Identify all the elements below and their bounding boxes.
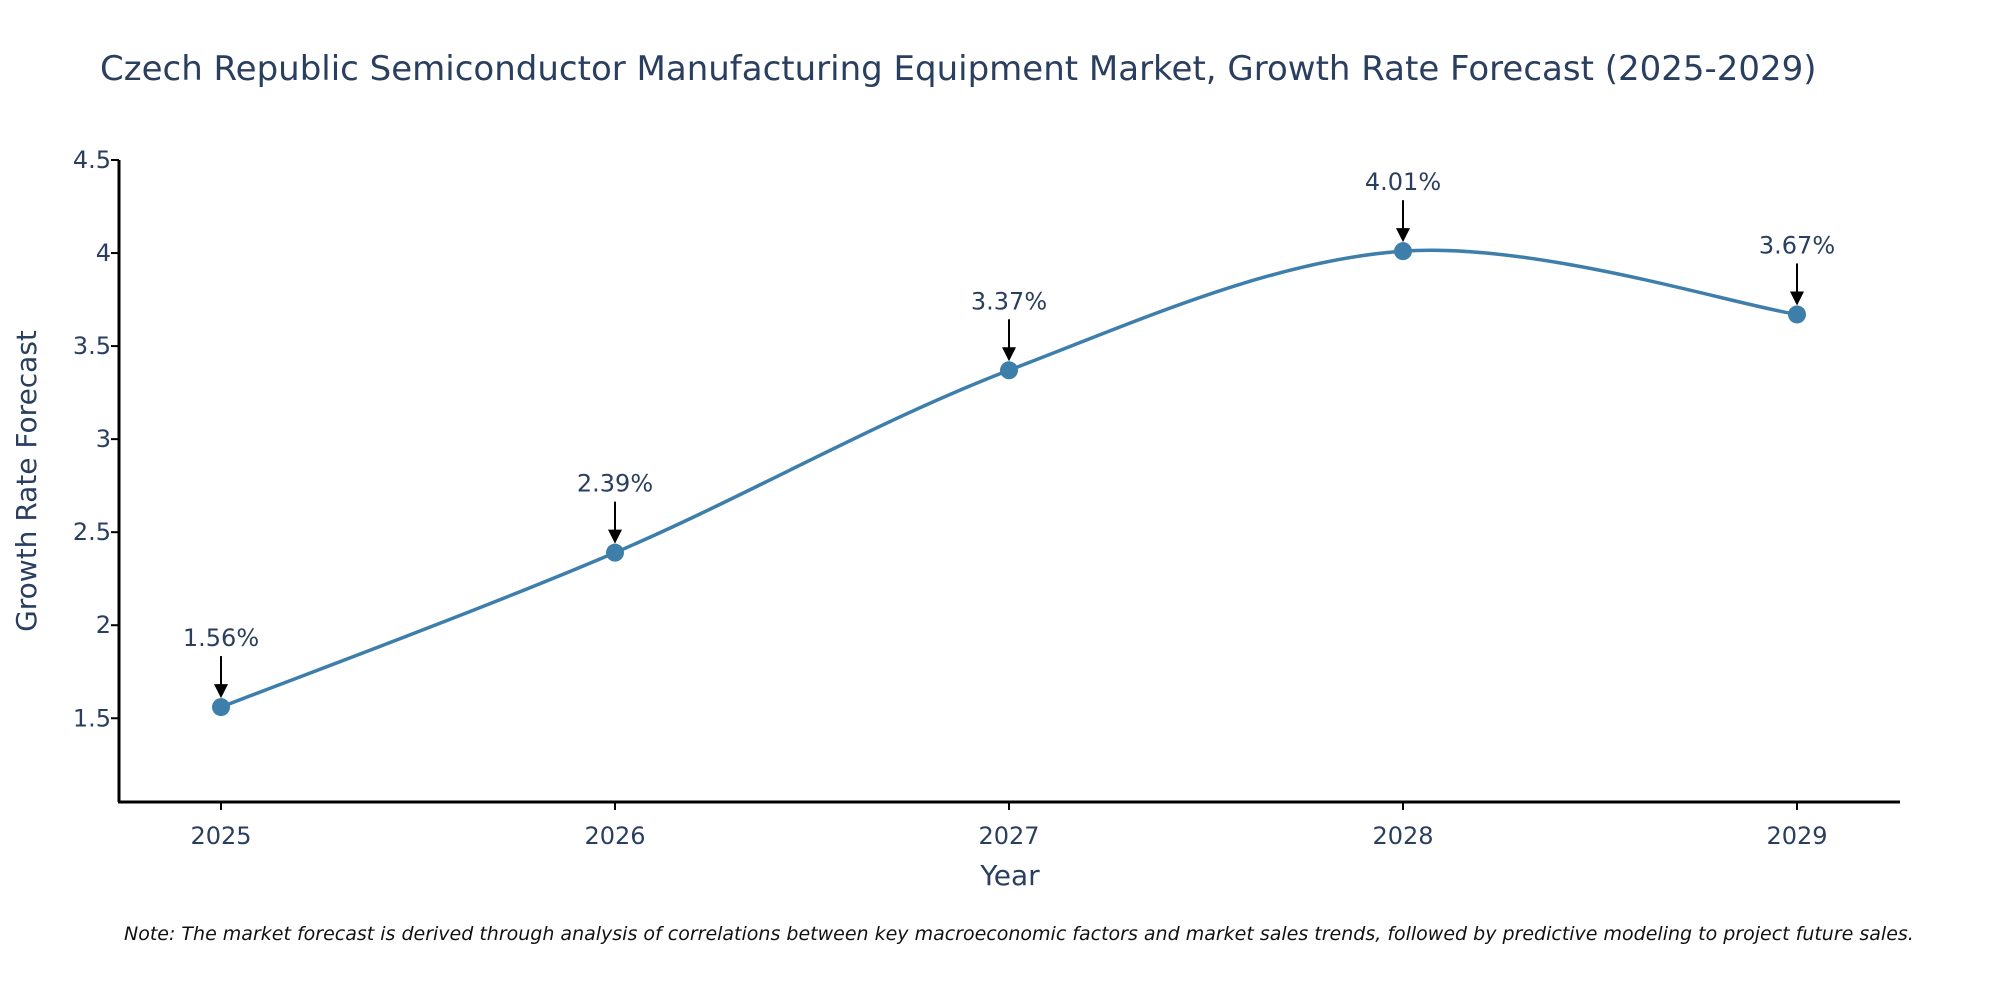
annotation-arrowhead (214, 684, 228, 699)
data-point-2025 (212, 698, 230, 717)
data-annotations: 1.56% 2.39% 3.37% 4.01% 3.67% (183, 168, 1835, 699)
y-tick-label: 4 (96, 239, 111, 267)
data-point-2028 (1394, 242, 1412, 261)
annotation-arrowhead (1790, 291, 1804, 306)
data-label-2027: 3.37% (971, 287, 1047, 315)
y-tick-label: 3.5 (73, 332, 111, 360)
x-tick-label: 2025 (190, 822, 251, 850)
x-tick-label: 2027 (978, 822, 1039, 850)
data-label-2029: 3.67% (1759, 231, 1835, 259)
series-line (220, 248, 1798, 709)
y-tick-label: 2 (96, 611, 111, 639)
y-tick-label: 3 (96, 425, 111, 453)
y-tick-label: 2.5 (73, 518, 111, 546)
axes (117, 160, 1900, 804)
data-label-2026: 2.39% (577, 470, 653, 498)
x-tick-label: 2028 (1372, 822, 1433, 850)
x-axis-title: Year (979, 859, 1040, 892)
annotation-arrowhead (1396, 228, 1410, 243)
data-point-2027 (1000, 361, 1018, 380)
data-points (212, 242, 1806, 717)
annotation-arrowhead (608, 529, 622, 544)
x-tick-label: 2029 (1766, 822, 1827, 850)
data-label-2028: 4.01% (1365, 168, 1441, 196)
data-label-2025: 1.56% (183, 624, 259, 652)
data-point-2026 (606, 543, 624, 562)
x-tick-label: 2026 (584, 822, 645, 850)
chart-title: Czech Republic Semiconductor Manufacturi… (100, 49, 1817, 89)
footnote: Note: The market forecast is derived thr… (124, 923, 1914, 945)
y-ticks: 1.5 2 2.5 3 3.5 4 4.5 (73, 146, 119, 732)
x-ticks: 2025 2026 2027 2028 2029 (190, 802, 1828, 850)
data-point-2029 (1788, 305, 1806, 324)
y-tick-label: 4.5 (73, 146, 111, 174)
annotation-arrowhead (1002, 347, 1016, 362)
y-tick-label: 1.5 (73, 704, 111, 732)
y-axis-title: Growth Rate Forecast (10, 330, 43, 632)
